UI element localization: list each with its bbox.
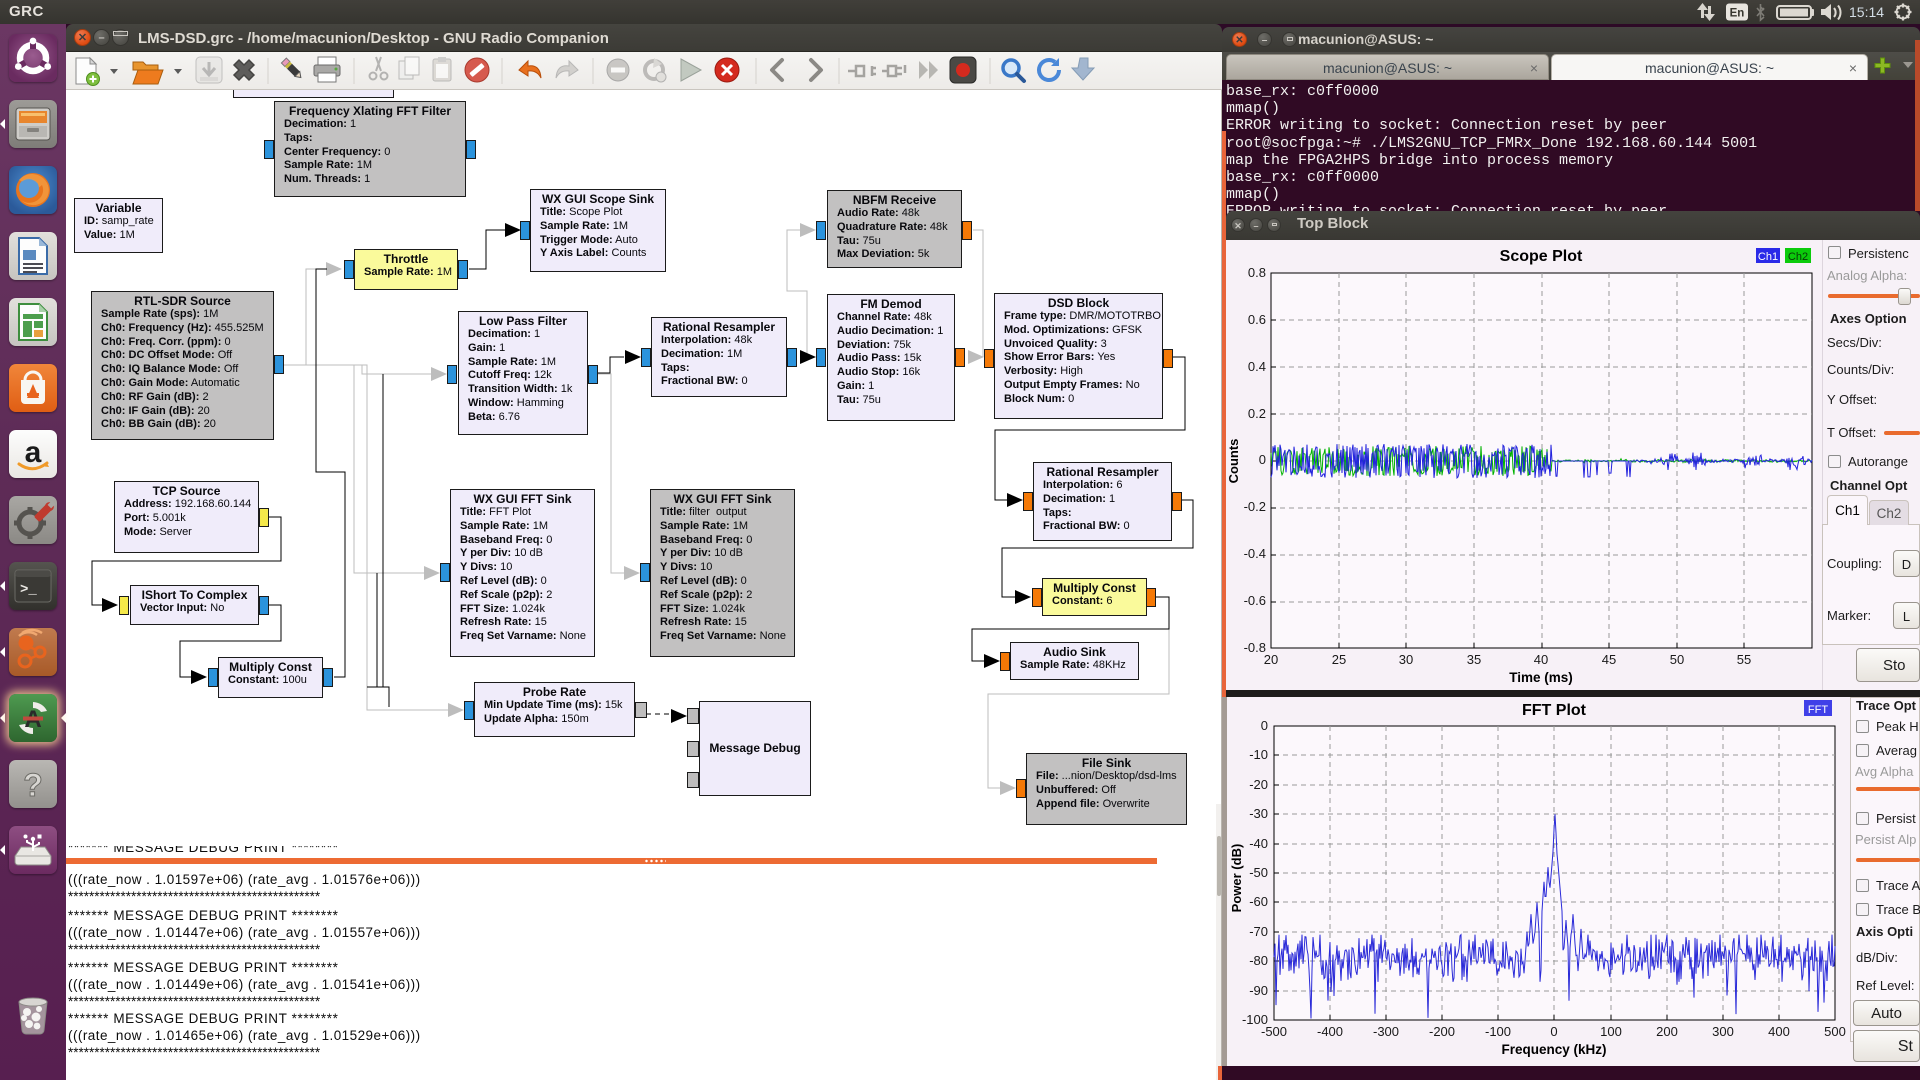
- svg-text:-50: -50: [1249, 865, 1268, 880]
- svg-text:50: 50: [1670, 652, 1684, 667]
- svg-text:0: 0: [1550, 1024, 1557, 1039]
- svg-text:-80: -80: [1249, 953, 1268, 968]
- svg-text:Power (dB): Power (dB): [1229, 844, 1244, 913]
- svg-text:-70: -70: [1249, 924, 1268, 939]
- svg-text:-200: -200: [1429, 1024, 1455, 1039]
- svg-text:0.4: 0.4: [1248, 359, 1266, 374]
- svg-text:20: 20: [1264, 652, 1278, 667]
- svg-text:-100: -100: [1242, 1012, 1268, 1027]
- svg-text:En: En: [1730, 8, 1745, 20]
- svg-text:-20: -20: [1249, 777, 1268, 792]
- svg-text:55: 55: [1737, 652, 1751, 667]
- svg-text:300: 300: [1712, 1024, 1734, 1039]
- svg-text:Time (ms): Time (ms): [1509, 670, 1573, 685]
- svg-text:-10: -10: [1249, 747, 1268, 762]
- svg-text:40: 40: [1534, 652, 1548, 667]
- svg-text:Frequency (kHz): Frequency (kHz): [1501, 1042, 1606, 1057]
- svg-text:0.8: 0.8: [1248, 265, 1266, 280]
- svg-text:400: 400: [1768, 1024, 1790, 1039]
- svg-text:0.2: 0.2: [1248, 406, 1266, 421]
- svg-text:35: 35: [1467, 652, 1481, 667]
- svg-text:500: 500: [1824, 1024, 1846, 1039]
- svg-text:Scope Plot: Scope Plot: [1500, 248, 1583, 265]
- svg-text:-0.2: -0.2: [1244, 499, 1266, 514]
- svg-text:a: a: [25, 436, 42, 469]
- svg-text:>_: >_: [20, 582, 37, 598]
- svg-text:-100: -100: [1485, 1024, 1511, 1039]
- svg-text:-90: -90: [1249, 983, 1268, 998]
- svg-text:200: 200: [1656, 1024, 1678, 1039]
- svg-text:-300: -300: [1373, 1024, 1399, 1039]
- svg-text:0: 0: [1261, 718, 1268, 733]
- svg-text:-60: -60: [1249, 894, 1268, 909]
- svg-text:Ch1: Ch1: [1758, 251, 1778, 263]
- svg-text:15:14: 15:14: [1849, 4, 1884, 20]
- svg-text:100: 100: [1600, 1024, 1622, 1039]
- svg-text:-400: -400: [1317, 1024, 1343, 1039]
- svg-text:-30: -30: [1249, 806, 1268, 821]
- svg-text:0.6: 0.6: [1248, 312, 1266, 327]
- svg-text:-500: -500: [1261, 1024, 1287, 1039]
- svg-text:30: 30: [1399, 652, 1413, 667]
- svg-text:?: ?: [23, 767, 43, 803]
- svg-text:Ch2: Ch2: [1788, 251, 1808, 263]
- svg-text:0: 0: [1259, 452, 1266, 467]
- svg-text:Counts: Counts: [1226, 439, 1241, 484]
- svg-text:-0.8: -0.8: [1244, 640, 1266, 655]
- svg-text:-0.6: -0.6: [1244, 593, 1266, 608]
- svg-text:-0.4: -0.4: [1244, 546, 1266, 561]
- svg-text:FFT Plot: FFT Plot: [1522, 702, 1587, 719]
- svg-text:25: 25: [1332, 652, 1346, 667]
- svg-text:-40: -40: [1249, 836, 1268, 851]
- svg-text:45: 45: [1602, 652, 1616, 667]
- svg-text:FFT: FFT: [1808, 704, 1828, 716]
